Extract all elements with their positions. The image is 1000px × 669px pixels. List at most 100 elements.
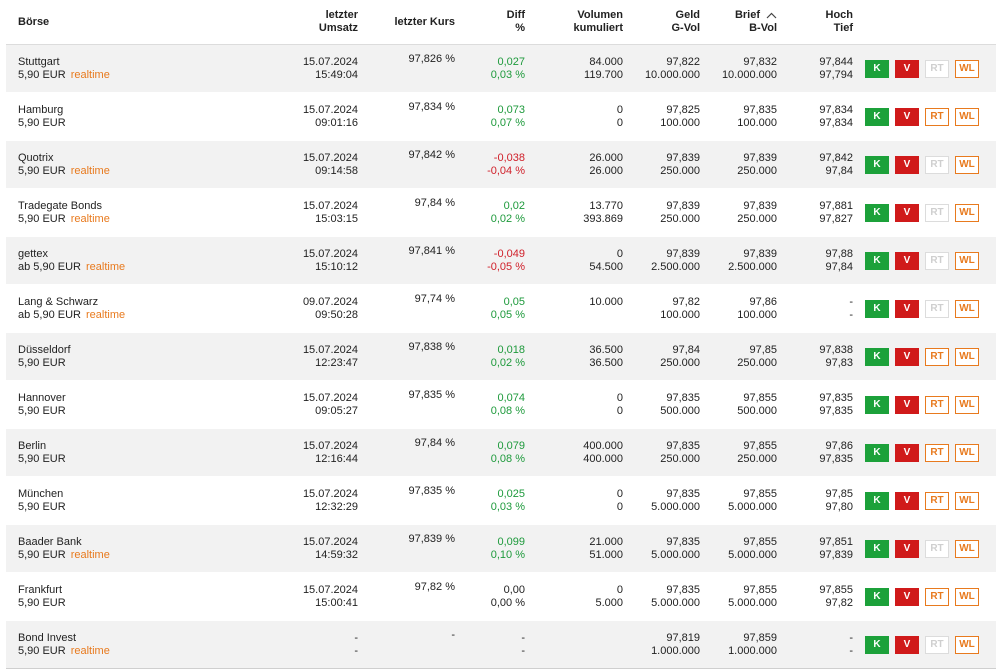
watchlist-button[interactable]: WL (955, 539, 979, 558)
col-header-geld[interactable]: Geld G-Vol (631, 0, 708, 45)
sell-button[interactable]: V (895, 539, 919, 558)
watchlist-button[interactable]: WL (955, 155, 979, 174)
sell-button[interactable]: V (895, 59, 919, 78)
diff-absolute: 0,099 (497, 535, 525, 548)
geld-cell: 97,835 5.000.000 (631, 572, 708, 621)
col-header-volumen[interactable]: Volumen kumuliert (533, 0, 631, 45)
realtime-button[interactable]: RT (925, 491, 949, 510)
buy-button[interactable]: K (865, 251, 889, 270)
volumen-cell: 0 0 (533, 92, 631, 141)
table-row[interactable]: Tradegate Bonds 5,90 EUR realtime 15.07.2… (6, 188, 996, 237)
table-row[interactable]: München 5,90 EUR 15.07.2024 12:32:29 97,… (6, 476, 996, 525)
exchange-name[interactable]: Düsseldorf (18, 343, 71, 356)
diff-cell: 0,02 0,02 % (463, 188, 533, 237)
realtime-button[interactable]: RT (925, 203, 949, 222)
table-row[interactable]: Quotrix 5,90 EUR realtime 15.07.2024 09:1… (6, 140, 996, 189)
watchlist-button[interactable]: WL (955, 443, 979, 462)
buy-button[interactable]: K (865, 203, 889, 222)
exchange-name[interactable]: München (18, 487, 64, 500)
buy-button[interactable]: K (865, 587, 889, 606)
hochtief-cell: 97,86 97,835 (785, 428, 861, 477)
buy-button[interactable]: K (865, 299, 889, 318)
buy-button[interactable]: K (865, 347, 889, 366)
table-row[interactable]: Baader Bank 5,90 EUR realtime 15.07.2024 … (6, 524, 996, 573)
col-header-brief[interactable]: Brief B-Vol (708, 0, 785, 45)
exchange-name[interactable]: Lang & Schwarz (18, 295, 99, 308)
watchlist-button[interactable]: WL (955, 347, 979, 366)
col-header-letzter-umsatz[interactable]: letzter Umsatz (206, 0, 366, 45)
col-header-boerse[interactable]: Börse (6, 0, 206, 45)
table-row[interactable]: gettex ab 5,90 EUR realtime 15.07.2024 15… (6, 236, 996, 285)
sell-button[interactable]: V (895, 107, 919, 126)
realtime-button[interactable]: RT (925, 635, 949, 654)
buy-button[interactable]: K (865, 59, 889, 78)
watchlist-button[interactable]: WL (955, 635, 979, 654)
sell-button[interactable]: V (895, 587, 919, 606)
table-row[interactable]: Berlin 5,90 EUR 15.07.2024 12:16:44 97,8… (6, 428, 996, 477)
exchange-name[interactable]: Stuttgart (18, 55, 60, 68)
last-price: 97,834 % (408, 101, 455, 113)
buy-button[interactable]: K (865, 443, 889, 462)
buy-button[interactable]: K (865, 395, 889, 414)
buy-button[interactable]: K (865, 539, 889, 558)
realtime-button[interactable]: RT (925, 395, 949, 414)
exchange-name[interactable]: Bond Invest (18, 631, 77, 644)
table-row[interactable]: Bond Invest 5,90 EUR realtime - - - - - 9… (6, 620, 996, 669)
realtime-button[interactable]: RT (925, 59, 949, 78)
buy-button[interactable]: K (865, 107, 889, 126)
table-row[interactable]: Hamburg 5,90 EUR 15.07.2024 09:01:16 97,… (6, 92, 996, 141)
brief-cell: 97,855 5.000.000 (708, 572, 785, 621)
buy-button[interactable]: K (865, 155, 889, 174)
realtime-button[interactable]: RT (925, 299, 949, 318)
sell-button[interactable]: V (895, 491, 919, 510)
buy-button[interactable]: K (865, 491, 889, 510)
realtime-button[interactable]: RT (925, 155, 949, 174)
sell-button[interactable]: V (895, 443, 919, 462)
exchange-name[interactable]: gettex (18, 247, 48, 260)
watchlist-button[interactable]: WL (955, 251, 979, 270)
exchange-name[interactable]: Quotrix (18, 151, 54, 164)
realtime-button[interactable]: RT (925, 251, 949, 270)
watchlist-button[interactable]: WL (955, 395, 979, 414)
col-header-diff[interactable]: Diff % (463, 0, 533, 45)
watchlist-button[interactable]: WL (955, 299, 979, 318)
exchange-name[interactable]: Berlin (18, 439, 47, 452)
volume: 0 (616, 487, 623, 500)
sell-button[interactable]: V (895, 203, 919, 222)
exchange-name[interactable]: Hamburg (18, 103, 64, 116)
sell-button[interactable]: V (895, 155, 919, 174)
exchange-name[interactable]: Tradegate Bonds (18, 199, 102, 212)
realtime-button[interactable]: RT (925, 539, 949, 558)
col-header-letzter-kurs[interactable]: letzter Kurs (366, 0, 463, 45)
realtime-button[interactable]: RT (925, 443, 949, 462)
exchange-name[interactable]: Hannover (18, 391, 66, 404)
table-row[interactable]: Stuttgart 5,90 EUR realtime 15.07.2024 15… (6, 44, 996, 93)
exchange-name[interactable]: Baader Bank (18, 535, 82, 548)
sell-button[interactable]: V (895, 251, 919, 270)
exchange-name[interactable]: Frankfurt (18, 583, 63, 596)
realtime-button[interactable]: RT (925, 107, 949, 126)
sell-button[interactable]: V (895, 395, 919, 414)
table-row[interactable]: Lang & Schwarz ab 5,90 EUR realtime 09.07… (6, 284, 996, 333)
actions-cell: K V RT WL (861, 620, 996, 669)
realtime-button[interactable]: RT (925, 587, 949, 606)
watchlist-button[interactable]: WL (955, 59, 979, 78)
boerse-cell: Tradegate Bonds 5,90 EUR realtime (6, 188, 206, 237)
sell-button[interactable]: V (895, 635, 919, 654)
chevron-up-icon[interactable] (766, 12, 777, 19)
buy-button[interactable]: K (865, 635, 889, 654)
table-row[interactable]: Frankfurt 5,90 EUR 15.07.2024 15:00:41 9… (6, 572, 996, 621)
watchlist-button[interactable]: WL (955, 107, 979, 126)
volume: 0 (616, 583, 623, 596)
sell-button[interactable]: V (895, 347, 919, 366)
watchlist-button[interactable]: WL (955, 203, 979, 222)
col-header-hochtief[interactable]: Hoch Tief (785, 0, 861, 45)
watchlist-button[interactable]: WL (955, 491, 979, 510)
table-row[interactable]: Düsseldorf 5,90 EUR 15.07.2024 12:23:47 … (6, 332, 996, 381)
watchlist-button[interactable]: WL (955, 587, 979, 606)
high-price: - (849, 631, 853, 644)
realtime-button[interactable]: RT (925, 347, 949, 366)
sell-button[interactable]: V (895, 299, 919, 318)
table-row[interactable]: Hannover 5,90 EUR 15.07.2024 09:05:27 97… (6, 380, 996, 429)
hochtief-cell: - - (785, 284, 861, 333)
